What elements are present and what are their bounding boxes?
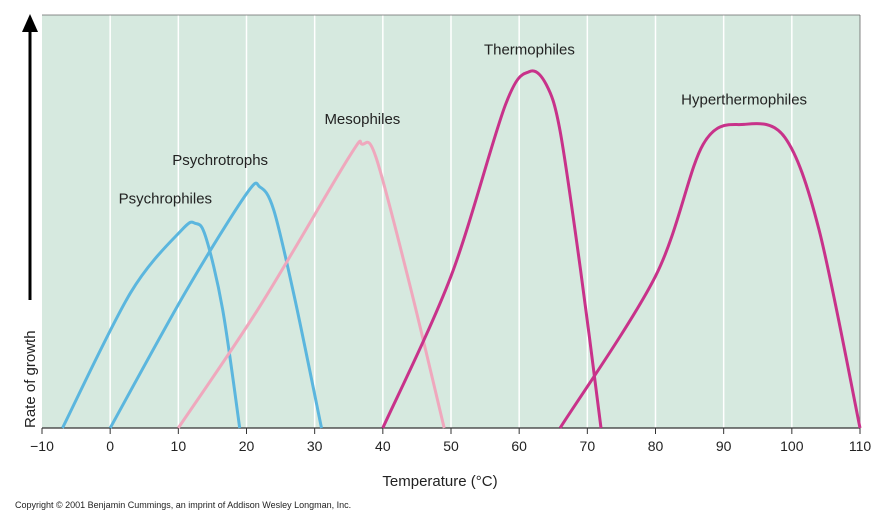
label-hyperthermophiles: Hyperthermophiles: [681, 91, 807, 108]
x-ticks: −10 0 10 20 30 40 50 60 70 80 90 100 110: [30, 428, 871, 454]
y-axis-label-bg: [19, 300, 41, 432]
x-tick-label: 40: [375, 438, 391, 454]
series-curves: [61, 69, 862, 429]
label-psychrophiles: Psychrophiles: [119, 190, 212, 207]
x-tick-label: 70: [580, 438, 596, 454]
curve-mesophiles: [177, 139, 446, 429]
label-thermophiles: Thermophiles: [484, 42, 575, 59]
y-axis-arrowhead-icon: [22, 14, 38, 32]
curve-psychrotrophs: [108, 181, 323, 429]
curve-thermophiles: [381, 69, 603, 429]
series-labels: Psychrophiles Psychrotrophs Mesophiles Ther…: [119, 42, 807, 208]
x-tick-label: 60: [511, 438, 527, 454]
x-axis-title: Temperature (°C): [382, 473, 497, 490]
x-tick-label: 110: [849, 438, 872, 454]
curve-psychrophiles: [61, 220, 242, 429]
x-tick-label: 100: [780, 438, 804, 454]
x-tick-label: 30: [307, 438, 323, 454]
y-axis-title: Rate of growth: [22, 330, 39, 428]
x-tick-label: 0: [106, 438, 114, 454]
x-tick-label: 20: [239, 438, 255, 454]
copyright-text: Copyright © 2001 Benjamin Cummings, an i…: [15, 500, 351, 510]
curve-hyperthermophiles: [558, 122, 862, 429]
x-tick-label: −10: [30, 438, 54, 454]
grid-lines: [109, 15, 793, 428]
x-tick-label: 50: [443, 438, 459, 454]
label-psychrotrophs: Psychrotrophs: [172, 152, 268, 169]
x-tick-label: 80: [648, 438, 664, 454]
x-tick-label: 90: [716, 438, 732, 454]
x-tick-label: 10: [171, 438, 187, 454]
label-mesophiles: Mesophiles: [324, 111, 400, 128]
